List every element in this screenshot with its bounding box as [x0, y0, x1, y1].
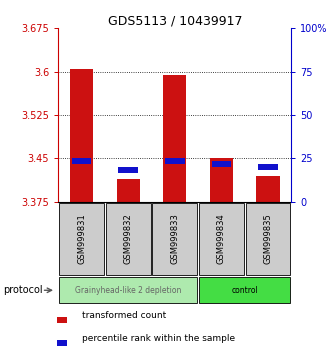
Text: transformed count: transformed count: [82, 312, 166, 320]
FancyBboxPatch shape: [153, 202, 197, 275]
FancyBboxPatch shape: [246, 202, 290, 275]
FancyBboxPatch shape: [199, 277, 290, 303]
Bar: [57, 317, 67, 323]
Text: Grainyhead-like 2 depletion: Grainyhead-like 2 depletion: [75, 286, 181, 295]
Title: GDS5113 / 10439917: GDS5113 / 10439917: [108, 14, 242, 27]
FancyBboxPatch shape: [59, 202, 104, 275]
Bar: [258, 164, 278, 170]
Text: percentile rank within the sample: percentile rank within the sample: [82, 335, 235, 343]
FancyBboxPatch shape: [199, 202, 244, 275]
Bar: [57, 340, 67, 346]
Bar: [70, 69, 93, 202]
Text: control: control: [231, 286, 258, 295]
FancyBboxPatch shape: [106, 202, 151, 275]
Bar: [117, 179, 140, 202]
Bar: [210, 159, 233, 202]
FancyBboxPatch shape: [59, 277, 197, 303]
Bar: [165, 159, 185, 164]
Text: GSM999832: GSM999832: [124, 213, 133, 264]
Text: GSM999831: GSM999831: [77, 213, 86, 264]
Bar: [72, 159, 92, 164]
Text: GSM999835: GSM999835: [263, 213, 273, 264]
Bar: [256, 176, 280, 202]
Bar: [118, 167, 138, 173]
Text: protocol: protocol: [3, 285, 43, 295]
Text: GSM999834: GSM999834: [217, 213, 226, 264]
Text: GSM999833: GSM999833: [170, 213, 179, 264]
Bar: [211, 161, 231, 167]
Bar: [163, 75, 186, 202]
